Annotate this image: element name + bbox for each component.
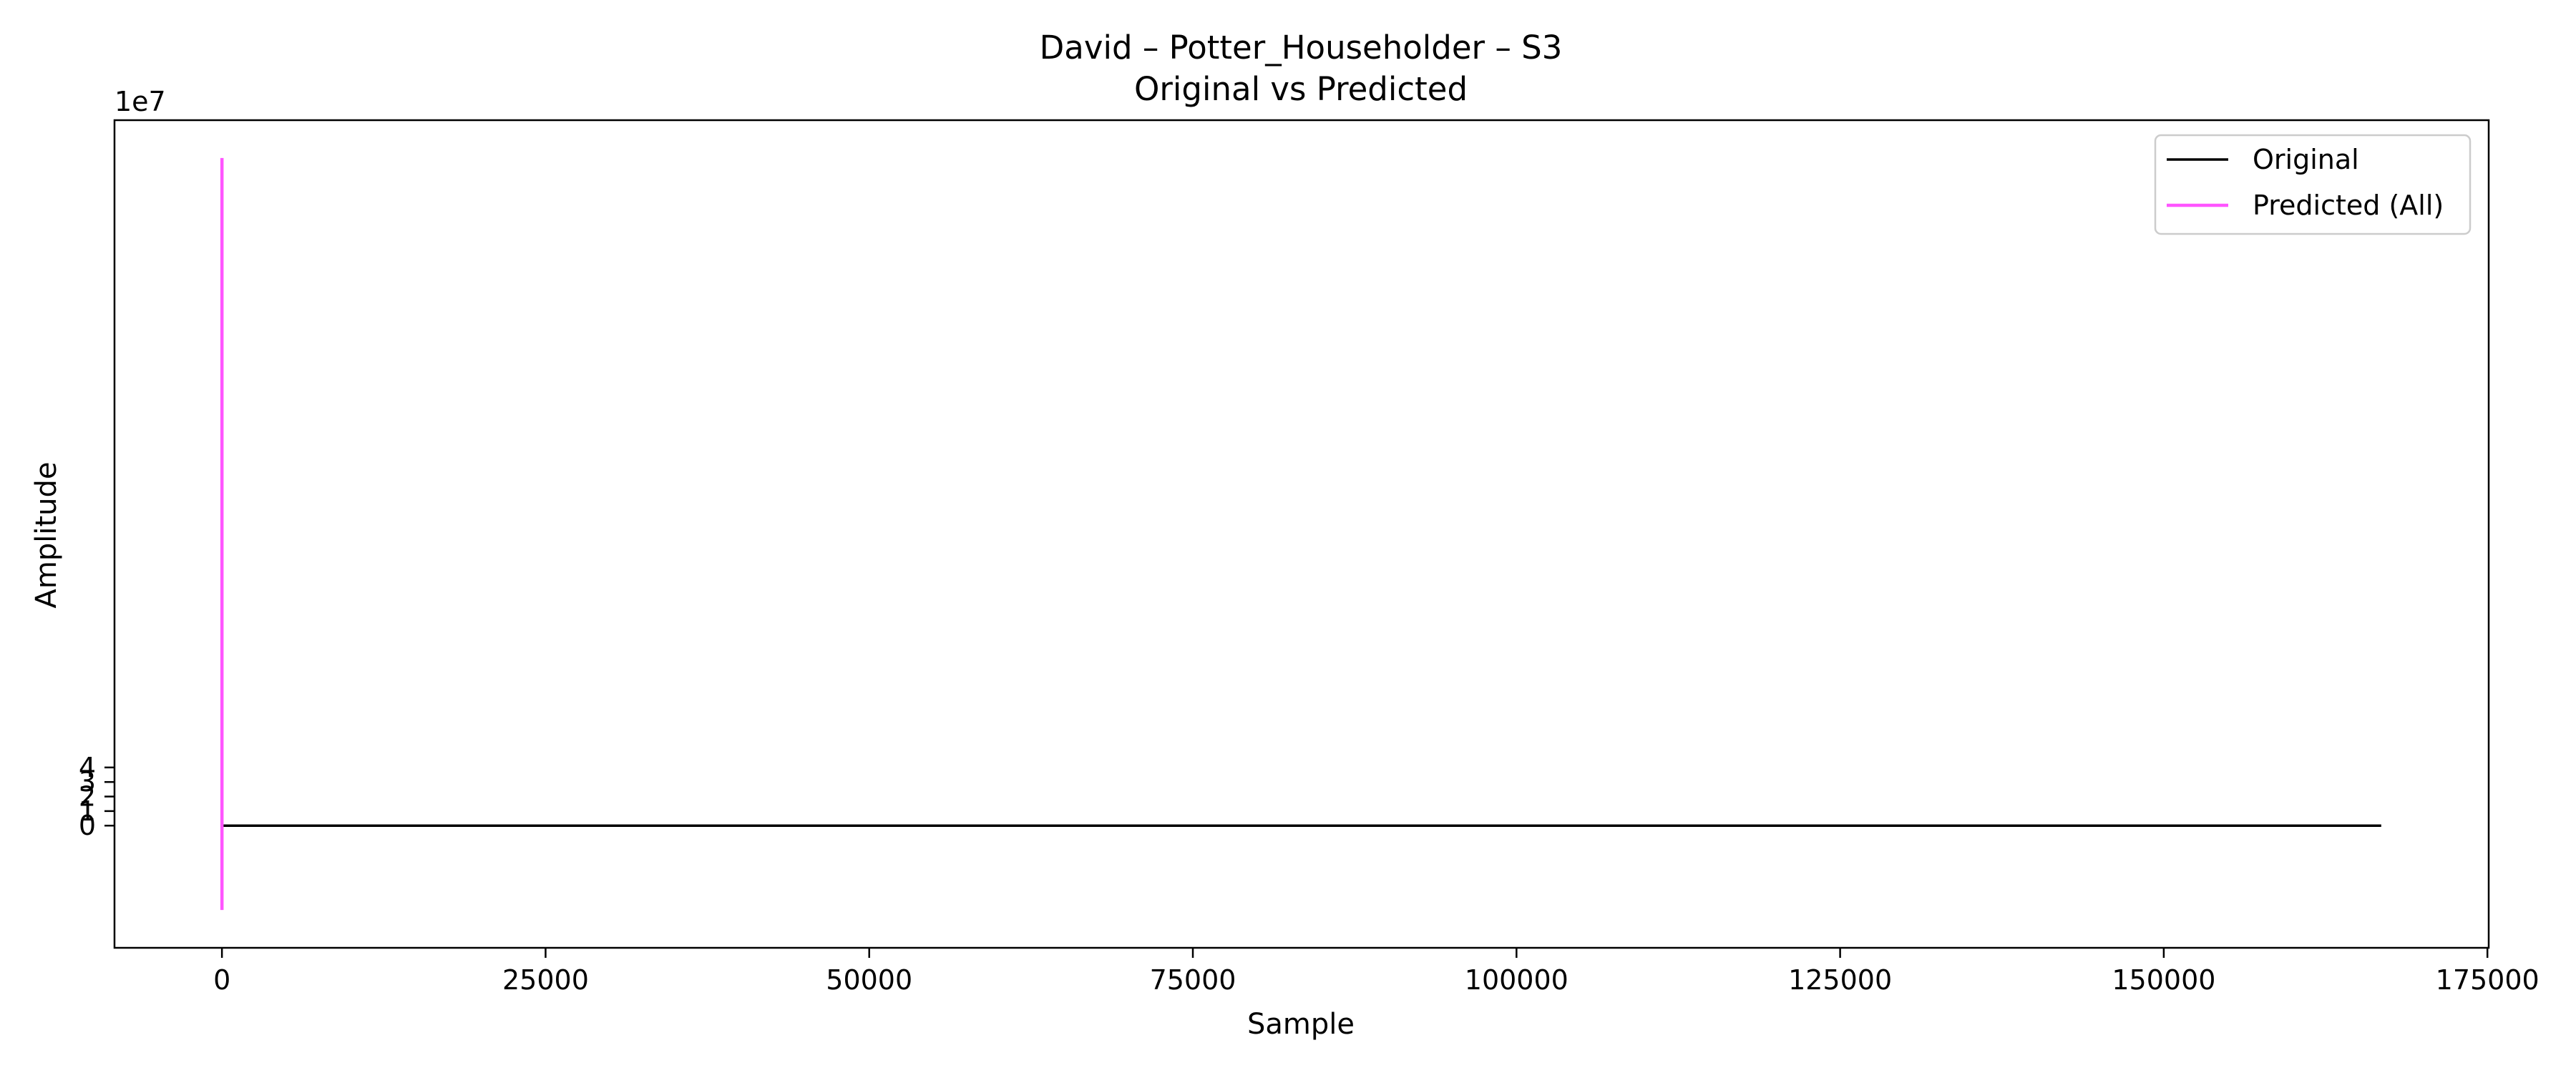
y-tick-label: 3 — [79, 766, 96, 798]
chart-title: David – Potter_Householder – S3 — [1040, 29, 1563, 67]
x-tick-label: 150000 — [2112, 964, 2215, 996]
plot-frame — [113, 119, 2490, 949]
plot-area — [113, 119, 2490, 949]
x-tick-label: 75000 — [1150, 964, 1236, 996]
y-tick-label: 2 — [79, 781, 96, 813]
x-tick-label: 175000 — [2436, 964, 2540, 996]
x-tick-label: 50000 — [826, 964, 912, 996]
x-axis-label: Sample — [1247, 1008, 1355, 1041]
x-tick-label: 100000 — [1465, 964, 1568, 996]
x-tick-label: 0 — [213, 964, 230, 996]
legend: Original Predicted (All) — [2154, 134, 2472, 235]
plot-background — [114, 120, 2489, 948]
legend-entry: Predicted (All) — [2253, 190, 2444, 221]
chart-subtitle: Original vs Predicted — [1134, 70, 1468, 108]
y-offset-label: 1e7 — [114, 86, 166, 117]
legend-box — [2154, 134, 2472, 235]
y-axis-label: Amplitude — [30, 462, 63, 609]
y-tick-label: 1 — [79, 795, 96, 827]
y-tick-label: 0 — [79, 810, 96, 841]
legend-entry: Original — [2253, 144, 2359, 175]
y-tick-label: 4 — [79, 752, 96, 783]
x-tick-label: 25000 — [502, 964, 589, 996]
x-axis: 0 25000 50000 75000 100000 125000 150000 175000 — [213, 948, 2540, 996]
x-tick-label: 125000 — [1788, 964, 1892, 996]
